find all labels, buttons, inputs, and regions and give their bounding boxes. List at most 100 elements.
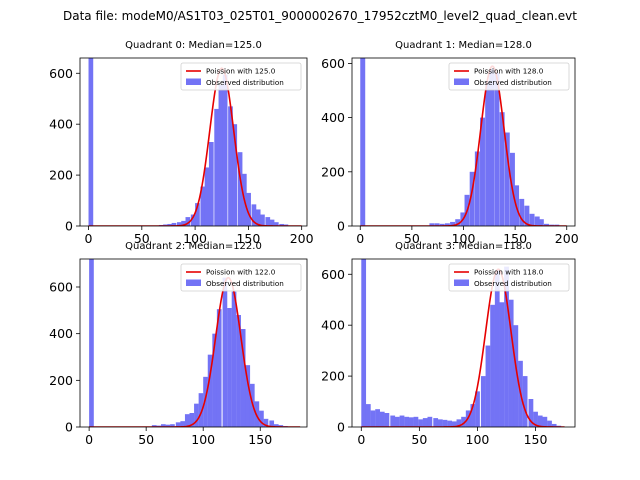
histogram-bar [255, 209, 261, 226]
histogram-bar [470, 404, 476, 427]
histogram-bar [427, 416, 433, 427]
histogram-bar [216, 309, 222, 427]
figure-suptitle: Data file: modeM0/AS1T03_025T01_90000026… [63, 9, 577, 23]
plot-area [360, 58, 567, 226]
histogram-bar [551, 423, 557, 427]
panel-title: Quadrant 1: Median=128.0 [395, 40, 532, 51]
histogram-bar [490, 304, 495, 427]
x-tick-label: 50 [404, 231, 420, 246]
y-tick-label: 400 [321, 110, 345, 125]
x-tick-label: 0 [85, 231, 93, 246]
panel-title: Quadrant 2: Median=122.0 [125, 241, 262, 252]
histogram-bar [538, 219, 544, 226]
histogram-bar [534, 216, 540, 226]
x-tick-label: 50 [411, 432, 427, 447]
histogram-bar [165, 424, 171, 427]
x-tick-label: 200 [290, 231, 314, 246]
y-tick-label: 200 [321, 369, 345, 384]
histogram-bar [439, 223, 445, 226]
histogram-bar [394, 416, 400, 427]
histogram-bar [447, 420, 453, 427]
histogram-bar [508, 299, 514, 427]
legend-poisson-label: Poission with 128.0 [474, 67, 544, 76]
legend-observed-label: Observed distribution [474, 78, 552, 87]
histogram-bar [190, 214, 196, 226]
x-tick-label: 0 [357, 432, 365, 447]
histogram-bar [194, 403, 199, 427]
x-tick-label: 100 [183, 231, 207, 246]
histogram-bar [180, 421, 186, 427]
histogram-bar [232, 124, 238, 226]
legend-box [448, 263, 570, 292]
histogram-bar [434, 223, 440, 226]
axes-frame [79, 258, 308, 428]
y-tick-label: 200 [321, 164, 345, 179]
histogram-bar [170, 424, 175, 427]
histogram-bar [461, 416, 466, 427]
x-tick-label: 150 [248, 432, 272, 447]
panel-title: Quadrant 0: Median=125.0 [125, 40, 262, 51]
legend-poisson-label: Poission with 122.0 [206, 268, 276, 277]
histogram-bar [246, 192, 251, 226]
histogram-bar [222, 74, 228, 226]
histogram-bar [198, 393, 204, 427]
legend-observed-label: Observed distribution [206, 78, 284, 87]
histogram-bar [245, 365, 251, 427]
histogram-bar [522, 376, 528, 427]
legend-observed-swatch [454, 78, 469, 85]
histogram-bar [88, 58, 94, 226]
poisson-curve [360, 65, 567, 226]
histogram-bar [451, 421, 457, 427]
y-tick-label: 0 [337, 420, 345, 435]
legend-box [180, 263, 302, 292]
histogram-bar [504, 132, 510, 226]
histogram-bar [259, 410, 264, 427]
histogram-bar [544, 223, 549, 226]
histogram-bar [533, 411, 538, 427]
legend-observed-swatch [186, 279, 201, 286]
histogram-bar [370, 410, 376, 427]
y-tick-label: 600 [49, 66, 73, 81]
histogram-bar [390, 415, 396, 427]
poisson-curve [88, 67, 302, 226]
histogram-bar [89, 259, 94, 427]
x-tick-label: 200 [555, 231, 579, 246]
histogram-bar [399, 415, 405, 427]
histogram-bar [379, 411, 385, 427]
histogram-bar [513, 325, 519, 427]
histogram-bar [208, 142, 214, 226]
histogram-bar [433, 418, 439, 427]
x-tick-label: 50 [134, 231, 150, 246]
histogram-bar [480, 376, 486, 427]
poisson-curve [89, 276, 301, 427]
x-tick-label: 100 [452, 231, 476, 246]
histogram-bar [528, 399, 534, 427]
x-tick-label: 150 [524, 432, 548, 447]
histogram-bar [499, 112, 505, 226]
panel-title: Quadrant 3: Median=118.0 [395, 241, 532, 252]
x-tick-label: 100 [466, 432, 490, 447]
histogram-bar [450, 221, 456, 226]
histogram-bar [499, 302, 505, 427]
plot-area [89, 259, 301, 427]
histogram-bar [204, 167, 210, 226]
histogram-bar [361, 259, 367, 427]
histogram-bar [418, 419, 423, 427]
axes-frame [79, 57, 308, 227]
histogram-bar [437, 419, 443, 427]
histogram-bar [547, 420, 552, 427]
histogram-bar [214, 108, 219, 226]
histogram-bar [237, 152, 243, 226]
y-tick-label: 0 [65, 219, 73, 234]
y-tick-label: 600 [321, 267, 345, 282]
histogram-bar [231, 291, 237, 427]
legend-poisson-label: Poission with 118.0 [474, 268, 544, 277]
legend-observed-swatch [454, 279, 469, 286]
histogram-bar [167, 223, 173, 226]
histogram-bar [200, 186, 206, 226]
x-tick-label: 0 [85, 432, 93, 447]
histogram-bar [218, 84, 224, 226]
legend-observed-swatch [186, 78, 201, 85]
quadrant-2-panel: 0 50 100 150 0 200 400 600 Quadrant 2: Median=12… [49, 241, 308, 447]
